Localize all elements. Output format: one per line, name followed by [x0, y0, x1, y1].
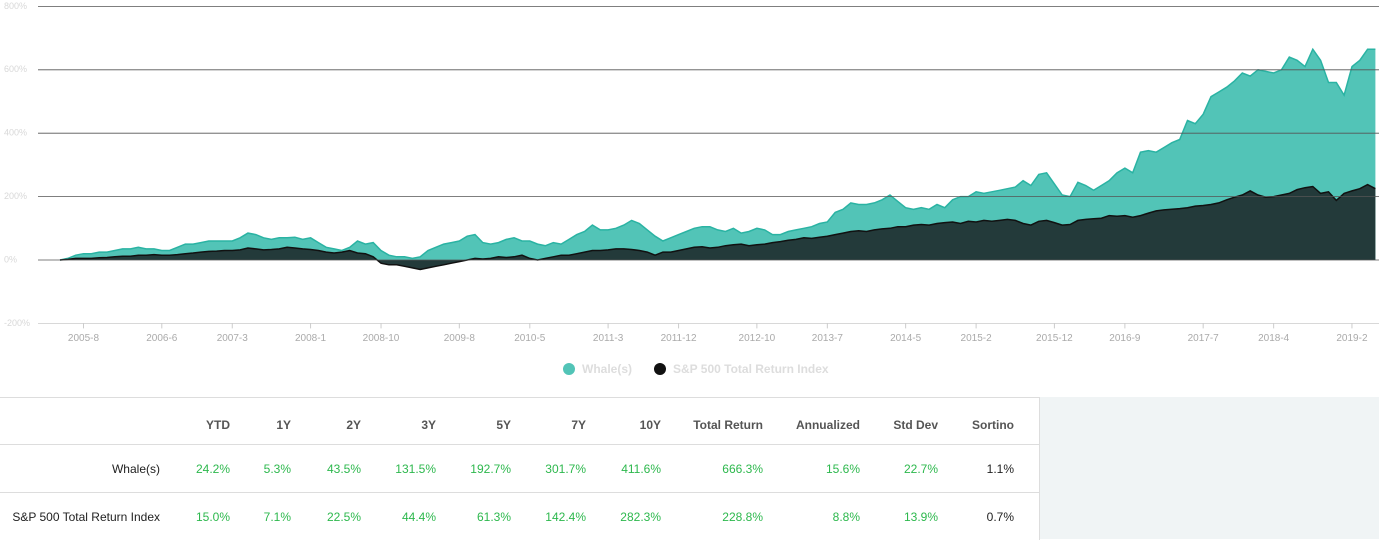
x-tick-label: 2017-7 — [1188, 333, 1220, 344]
value-cell: 5.3% — [263, 462, 291, 476]
value-cell: 0.7% — [986, 510, 1014, 524]
value-cell: 282.3% — [620, 510, 661, 524]
header-cell: 5Y — [496, 418, 511, 432]
header-cell: 7Y — [571, 418, 586, 432]
legend-marker — [563, 363, 575, 375]
x-tick-label: 2007-3 — [217, 333, 249, 344]
series-area — [60, 49, 1376, 261]
chart: -200% 0% 200% 400% 600% 800% 2005-8 2006-6 2007-… — [4, 1, 1379, 376]
x-tick-label: 2013-7 — [812, 333, 844, 344]
x-tick-label: 2011-3 — [593, 333, 624, 344]
x-tick-label: 2011-12 — [661, 333, 697, 344]
value-cell: 15.0% — [195, 510, 230, 524]
side-panel — [1040, 397, 1379, 539]
value-cell: 228.8% — [722, 510, 763, 524]
header-cell: 1Y — [276, 418, 291, 432]
value-cell: 301.7% — [545, 462, 586, 476]
x-tick-label: 2006-6 — [146, 333, 178, 344]
value-cell: 22.5% — [326, 510, 361, 524]
y-tick-label: 800% — [4, 1, 27, 11]
x-tick-label: 2009-8 — [444, 333, 476, 344]
header-row: YTD 1Y 2Y 3Y 5Y 7Y 10Y Total Return Annualized St… — [0, 398, 1039, 445]
header-cell: Total Return — [693, 418, 763, 432]
value-cell: 44.4% — [401, 510, 436, 524]
value-cell: 192.7% — [470, 462, 511, 476]
x-tick-label: 2010-5 — [514, 333, 546, 344]
x-tick-label: 2008-10 — [363, 333, 400, 344]
x-tick-label: 2018-4 — [1258, 333, 1290, 344]
legend-marker — [654, 363, 666, 375]
series-line — [59, 183, 1376, 271]
row-label: S&P 500 Total Return Index — [12, 510, 160, 524]
x-tick-label: 2014-5 — [890, 333, 922, 344]
value-cell: 142.4% — [545, 510, 586, 524]
y-tick-label: 600% — [4, 64, 27, 74]
x-tick-label: 2012-10 — [739, 333, 776, 344]
header-cell: 2Y — [346, 418, 361, 432]
header-cell: Std Dev — [893, 418, 938, 432]
y-tick-label: -200% — [4, 318, 30, 328]
row-label: Whale(s) — [111, 462, 160, 476]
series-line — [59, 47, 1376, 261]
value-cell: 131.5% — [395, 462, 436, 476]
legend-label: S&P 500 Total Return Index — [673, 362, 829, 376]
table-row: Whale(s) 24.2% 5.3% 43.5% 131.5% 192.7% 301.7%… — [0, 445, 1039, 493]
x-tick-label: 2019-2 — [1336, 333, 1368, 344]
legend-label: Whale(s) — [582, 362, 632, 376]
header-cell: 10Y — [639, 418, 661, 432]
value-cell: 411.6% — [621, 462, 661, 476]
table-row: S&P 500 Total Return Index 15.0% 7.1% 22.5%… — [0, 493, 1039, 540]
stats-table: YTD 1Y 2Y 3Y 5Y 7Y 10Y Total Return Annualized St… — [0, 397, 1040, 540]
x-tick-label: 2005-8 — [68, 333, 100, 344]
value-cell: 1.1% — [986, 462, 1014, 476]
header-cell: Annualized — [795, 418, 860, 432]
value-cell: 22.7% — [903, 462, 938, 476]
header-cell: YTD — [206, 418, 230, 432]
header-cell: 3Y — [421, 418, 436, 432]
y-tick-label: 200% — [4, 191, 27, 201]
series-area — [60, 184, 1376, 270]
value-cell: 666.3% — [722, 462, 763, 476]
value-cell: 8.8% — [832, 510, 860, 524]
value-cell: 13.9% — [903, 510, 938, 524]
value-cell: 7.1% — [263, 510, 291, 524]
x-tick-label: 2015-2 — [961, 333, 993, 344]
x-tick-label: 2008-1 — [295, 333, 327, 344]
value-cell: 24.2% — [195, 462, 230, 476]
value-cell: 61.3% — [476, 510, 511, 524]
y-tick-label: 0% — [4, 254, 17, 264]
value-cell: 43.5% — [326, 462, 361, 476]
header-cell: Sortino — [972, 418, 1014, 432]
y-tick-label: 400% — [4, 128, 27, 138]
value-cell: 15.6% — [825, 462, 860, 476]
x-tick-label: 2016-9 — [1109, 333, 1141, 344]
x-tick-label: 2015-12 — [1036, 333, 1073, 344]
